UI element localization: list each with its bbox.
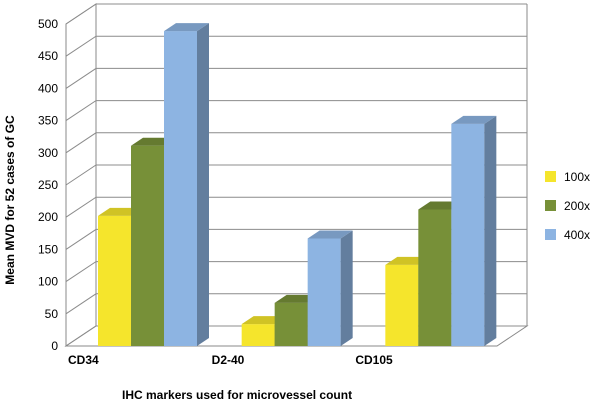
y-tick-label: 250	[38, 178, 58, 192]
bar-front	[451, 123, 485, 346]
y-tick-label: 0	[51, 339, 58, 353]
gridline	[65, 35, 527, 57]
legend-swatch	[545, 200, 556, 211]
bar	[164, 23, 209, 347]
gridline	[65, 196, 527, 218]
legend-label: 200x	[564, 199, 590, 213]
legend-swatch	[545, 229, 556, 240]
gridline	[65, 164, 527, 186]
gridline	[65, 100, 527, 122]
gridline	[65, 132, 527, 154]
x-axis-categories: CD34 D2-40 CD105	[68, 353, 393, 367]
bar-side	[484, 115, 497, 346]
legend: 100x 200x 400x	[545, 170, 590, 242]
x-axis-title: IHC markers used for microvessel count	[122, 388, 352, 402]
y-tick-label: 400	[38, 81, 58, 95]
bar-front	[418, 209, 452, 346]
gridline	[65, 293, 527, 315]
y-axis-ticks: 0 50 100 150 200 250 300 350 400 450 500	[38, 17, 58, 353]
y-tick-label: 200	[38, 210, 58, 224]
gridline	[65, 261, 527, 283]
bar-top	[164, 23, 209, 32]
y-tick-label: 350	[38, 114, 58, 128]
bar	[451, 115, 497, 346]
y-axis-title: Mean MVD for 52 cases of GC	[3, 115, 17, 285]
gridline	[65, 67, 527, 89]
bar-front	[98, 215, 131, 346]
bar-top	[307, 230, 353, 239]
y-tick-label: 100	[38, 275, 58, 289]
gridlines	[65, 3, 527, 347]
y-tick-label: 150	[38, 242, 58, 256]
bar-front	[131, 145, 164, 346]
bar-top	[451, 115, 497, 124]
y-tick-label: 450	[38, 49, 58, 63]
legend-item: 400x	[545, 228, 590, 242]
gridline	[65, 3, 527, 25]
x-tick-label: CD105	[355, 353, 393, 367]
legend-item: 100x	[545, 170, 590, 184]
legend-label: 400x	[564, 228, 590, 242]
bar-side	[197, 23, 209, 347]
bar-front	[241, 324, 275, 346]
bar-front	[385, 264, 419, 346]
x-tick-label: CD34	[68, 353, 99, 367]
bar-front	[164, 31, 197, 347]
legend-item: 200x	[545, 199, 590, 213]
bar-front	[307, 238, 341, 346]
gridline	[65, 325, 527, 347]
gridline	[65, 228, 527, 250]
bar	[307, 230, 353, 346]
bars	[98, 23, 497, 347]
y-tick-label: 50	[45, 307, 59, 321]
bar-front	[274, 302, 308, 346]
legend-label: 100x	[564, 170, 590, 184]
y-tick-label: 500	[38, 17, 58, 31]
y-tick-label: 300	[38, 146, 58, 160]
bar-side	[340, 230, 353, 346]
x-tick-label: D2-40	[212, 353, 245, 367]
legend-swatch	[545, 171, 556, 182]
